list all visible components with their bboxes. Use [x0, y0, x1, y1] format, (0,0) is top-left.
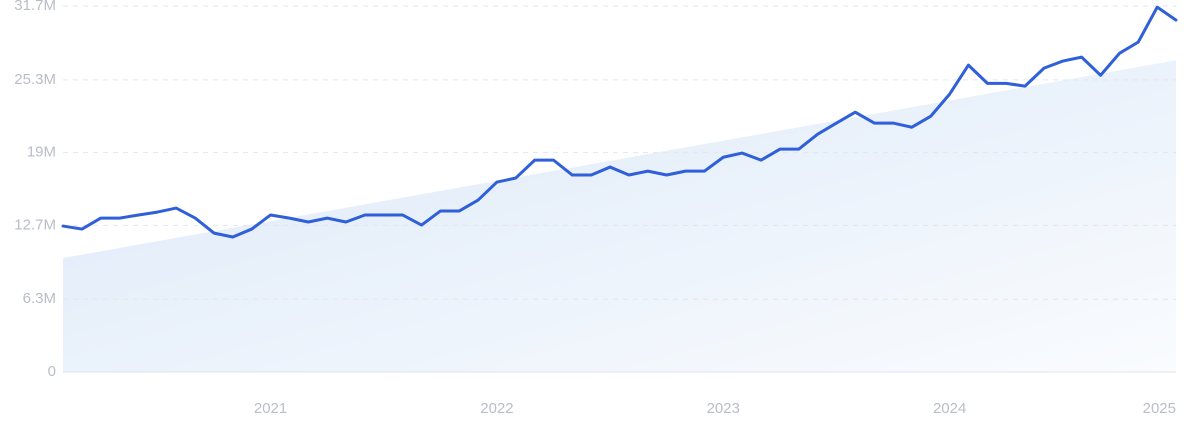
x-tick-label: 2023 [707, 400, 740, 417]
x-tick-label: 2022 [480, 400, 513, 417]
y-tick-label: 6.3M [23, 290, 56, 307]
trend-area [63, 60, 1176, 372]
y-tick-label: 12.7M [14, 216, 56, 233]
data-line [61, 5, 1178, 239]
y-tick-label: 25.3M [14, 71, 56, 88]
x-tick-label: 2021 [254, 400, 287, 417]
x-tick-label: 2025 [1143, 400, 1176, 417]
y-tick-label: 19M [27, 144, 56, 161]
y-tick-label: 31.7M [14, 0, 56, 14]
x-tick-label: 2024 [933, 400, 966, 417]
y-tick-label: 0 [48, 363, 56, 380]
